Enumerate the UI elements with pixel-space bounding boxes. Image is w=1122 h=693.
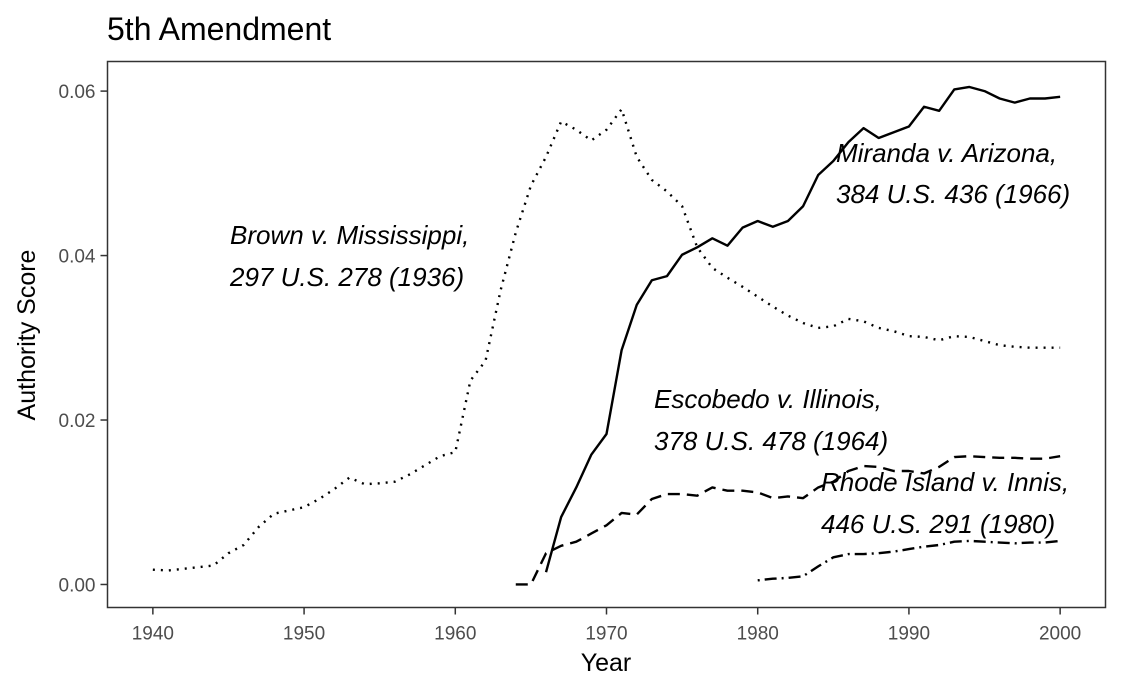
annotation-miranda-line2: 384 U.S. 436 (1966): [836, 179, 1070, 209]
series-line-dotdash: [757, 539, 1061, 582]
y-tick-label: 0.00: [59, 575, 96, 596]
y-tick-label: 0.06: [59, 82, 96, 103]
annotation-innis-line1: Rhode Island v. Innis,: [821, 467, 1069, 497]
annotation-innis-line2: 446 U.S. 291 (1980): [821, 509, 1055, 539]
annotation-brown-line1: Brown v. Mississippi,: [230, 220, 469, 250]
plot-panel: [106, 60, 1107, 609]
x-tick-label: 1970: [585, 624, 627, 645]
series-line-dashed: [515, 455, 1061, 586]
x-axis: 1940 1950 1960 1970 1980 1990 2000: [132, 607, 1081, 645]
x-tick-label: 1950: [283, 624, 325, 645]
x-tick-label: 1940: [132, 624, 174, 645]
annotation-miranda: Miranda v. Arizona, 384 U.S. 436 (1966): [836, 138, 1070, 209]
chart-title: 5th Amendment: [107, 11, 331, 47]
y-tick-label: 0.02: [59, 411, 96, 432]
annotation-escobedo: Escobedo v. Illinois, 378 U.S. 478 (1964…: [654, 384, 888, 456]
x-tick-label: 1980: [737, 624, 779, 645]
x-tick-label: 2000: [1039, 624, 1081, 645]
x-tick-label: 1960: [434, 624, 476, 645]
series-line-solid: [544, 85, 1061, 573]
y-axis: 0.00 0.02 0.04 0.06: [59, 82, 108, 596]
series-layer: [152, 85, 1061, 586]
y-axis-title: Authority Score: [13, 250, 41, 421]
annotation-escobedo-line1: Escobedo v. Illinois,: [654, 384, 882, 414]
annotation-miranda-line1: Miranda v. Arizona,: [836, 138, 1057, 168]
annotation-escobedo-line2: 378 U.S. 478 (1964): [654, 426, 888, 456]
series-line-dotted: [152, 107, 1061, 572]
annotation-brown-line2: 297 U.S. 278 (1936): [229, 262, 464, 292]
annotation-brown: Brown v. Mississippi, 297 U.S. 278 (1936…: [229, 220, 469, 292]
annotation-innis: Rhode Island v. Innis, 446 U.S. 291 (198…: [821, 467, 1069, 539]
x-axis-title: Year: [581, 649, 632, 677]
x-tick-label: 1990: [888, 624, 930, 645]
y-tick-label: 0.04: [59, 247, 96, 268]
